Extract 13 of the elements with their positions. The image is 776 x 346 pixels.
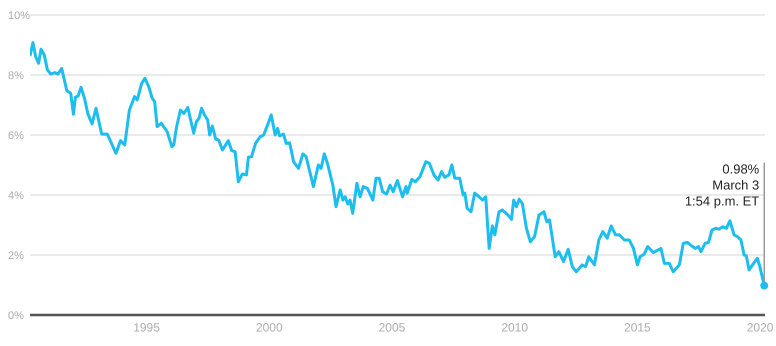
- x-tick-label: 2020: [746, 320, 774, 335]
- x-tick-label: 2015: [624, 320, 652, 335]
- y-tick-label: 6%: [8, 130, 24, 142]
- annotation: 0.98% March 3 1:54 p.m. ET: [684, 162, 760, 209]
- y-tick-label: 10%: [8, 10, 30, 22]
- y-tick-label: 2%: [8, 250, 24, 262]
- x-tick-label: 1995: [133, 320, 160, 335]
- y-tick-label: 4%: [8, 190, 24, 202]
- x-tick-label: 2005: [378, 320, 406, 335]
- y-tick-label: 0%: [8, 310, 24, 322]
- x-tick-label: 2000: [256, 320, 283, 335]
- x-tick-label: 2010: [501, 320, 528, 335]
- y-tick-label: 8%: [8, 70, 24, 82]
